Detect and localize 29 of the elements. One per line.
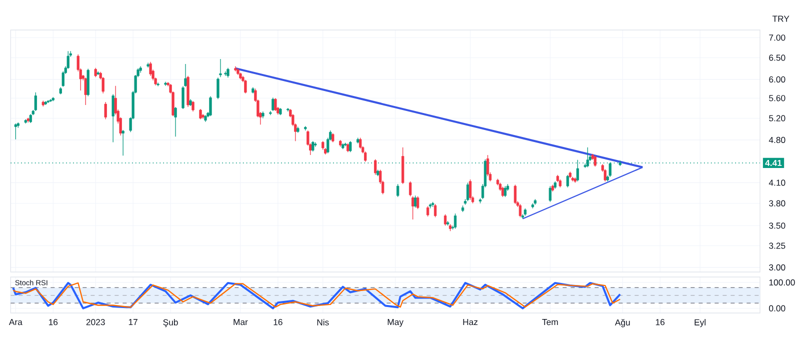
y-tick-label: 5.60 [769, 95, 786, 102]
y-tick-label: 0.00 [769, 305, 786, 312]
ref-line-label: 4.41 [765, 160, 782, 166]
y-tick-label: 4.80 [768, 136, 786, 144]
x-tick-label: Mar [234, 319, 248, 326]
y-tick-label: 3.50 [769, 222, 786, 229]
x-tick-label: 17 [128, 319, 138, 326]
x-tick-label: 16 [48, 319, 58, 326]
y-tick-label: 5.20 [769, 115, 786, 122]
y-tick-label: 4.10 [768, 180, 786, 186]
x-tick-label: Tem [542, 319, 558, 326]
y-tick-label: 100.00 [769, 279, 795, 286]
y-tick-label: 3.80 [769, 200, 786, 206]
x-tick-label: Şub [163, 319, 178, 328]
y-tick-label: 6.50 [769, 54, 786, 61]
x-tick-label: Ara [8, 319, 22, 326]
x-tick-label: 16 [656, 319, 665, 326]
x-tick-label: Eyl [694, 319, 706, 328]
x-tick-label: Haz [463, 319, 478, 326]
x-tick-label: May [388, 319, 404, 327]
x-tick-label: Nis [317, 319, 329, 326]
y-tick-label: 3.00 [769, 264, 786, 270]
y-tick-label: 7.00 [769, 34, 786, 41]
x-tick-label: 16 [274, 319, 282, 326]
y-axis-title: TRY [772, 16, 790, 22]
y-tick-label: 3.25 [769, 242, 786, 249]
x-tick-label: Ağu [614, 319, 630, 328]
y-tick-label: 6.00 [769, 76, 786, 82]
x-tick-label: 2023 [86, 319, 105, 326]
